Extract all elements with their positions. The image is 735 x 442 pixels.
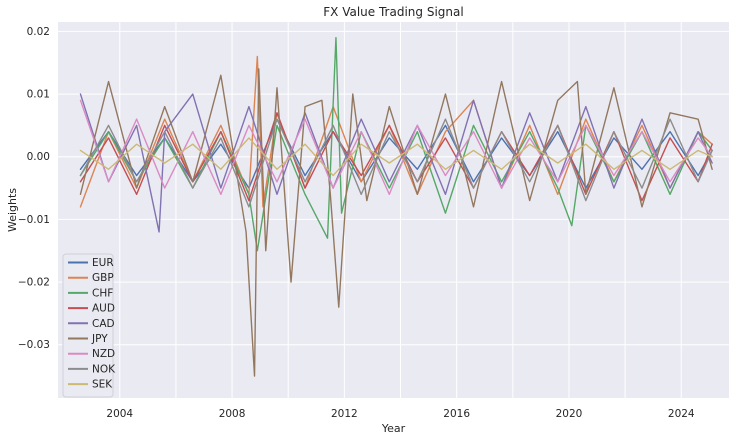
x-tick-labels: 2004 2008 2012 2016 2020 2024 — [106, 408, 695, 420]
y-tick-labels: −0.03 −0.02 −0.01 0.00 0.01 0.02 — [18, 26, 50, 351]
legend-label-jpy: JPY — [91, 333, 108, 345]
x-tick-label: 2020 — [556, 408, 583, 420]
series-line-nzd — [79, 99, 713, 196]
y-tick-label: 0.01 — [27, 89, 50, 101]
chart-title: FX Value Trading Signal — [323, 5, 463, 19]
x-tick-label: 2016 — [443, 408, 470, 420]
series-line-sek — [79, 137, 713, 177]
y-tick-label: −0.03 — [18, 339, 50, 351]
legend-box — [62, 253, 114, 398]
x-tick-label: 2008 — [219, 408, 246, 420]
x-axis-label: Year — [381, 422, 406, 435]
y-tick-label: 0.02 — [27, 26, 50, 38]
y-axis-label: Weights — [6, 188, 19, 232]
legend-label-eur: EUR — [92, 257, 114, 269]
legend-label-sek: SEK — [92, 379, 113, 391]
legend-label-chf: CHF — [92, 287, 113, 299]
legend: EUR GBP CHF AUD CAD JPY NZD NOK SEK — [62, 253, 116, 398]
y-tick-label: 0.00 — [27, 151, 50, 163]
x-tick-label: 2004 — [106, 408, 133, 420]
series-line-jpy — [79, 68, 713, 377]
grid — [58, 22, 729, 398]
series-line-nok — [79, 118, 713, 208]
legend-label-cad: CAD — [92, 318, 115, 330]
y-tick-label: −0.02 — [18, 277, 50, 289]
legend-label-aud: AUD — [92, 303, 115, 315]
legend-label-nzd: NZD — [92, 348, 115, 360]
plot-background — [58, 22, 729, 398]
x-tick-label: 2024 — [668, 408, 695, 420]
legend-label-nok: NOK — [92, 363, 116, 375]
series-line-chf — [79, 36, 713, 252]
legend-label-gbp: GBP — [92, 272, 114, 284]
series-lines — [79, 36, 713, 377]
y-tick-label: −0.01 — [18, 214, 50, 226]
x-tick-label: 2012 — [331, 408, 358, 420]
